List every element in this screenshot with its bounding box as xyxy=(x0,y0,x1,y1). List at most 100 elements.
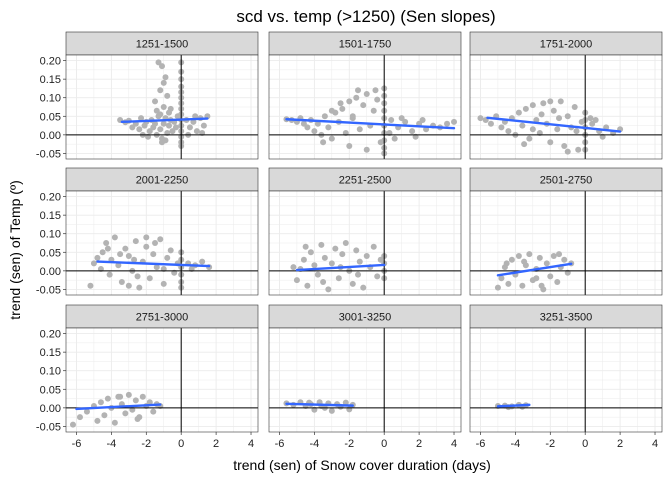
x-tick-label: 2 xyxy=(617,438,623,450)
data-point xyxy=(342,399,349,406)
sen-slope-line xyxy=(75,403,162,411)
data-point xyxy=(360,102,367,109)
facet-panel: 3251-3500 xyxy=(469,304,663,433)
data-point xyxy=(314,120,321,127)
y-tick-label: 0.10 xyxy=(40,366,61,378)
x-axis: -6 -4 -2 0 2 4 -6 -4 -2 0 2 4 -6 -4 -2 0 2 4 xyxy=(72,432,658,450)
data-point xyxy=(104,395,111,402)
y-tick-label: 0.15 xyxy=(40,347,61,359)
data-point xyxy=(122,245,129,252)
data-point xyxy=(314,271,321,278)
data-point xyxy=(304,124,311,131)
data-point xyxy=(157,111,164,118)
data-point xyxy=(346,143,353,149)
data-point xyxy=(547,98,554,105)
x-tick-label: 4 xyxy=(248,438,254,450)
data-point xyxy=(320,139,327,146)
facet-panels: 1251-1500 1501-1750 1751-2000 2001-2250 2251… xyxy=(65,31,663,433)
data-point xyxy=(162,74,169,81)
data-point xyxy=(150,408,157,415)
panel-grid xyxy=(269,328,461,432)
facet-strip-label: 3001-3250 xyxy=(339,312,392,324)
data-point xyxy=(487,120,494,127)
data-point xyxy=(162,137,169,144)
data-point xyxy=(165,122,172,129)
data-point xyxy=(592,117,599,123)
data-point xyxy=(325,124,332,131)
x-tick-label: -2 xyxy=(344,438,354,450)
data-point xyxy=(76,414,83,421)
facet-strip-label: 2251-2500 xyxy=(339,175,392,187)
data-point xyxy=(321,113,328,120)
y-tick-label: 0.15 xyxy=(40,210,61,222)
data-point xyxy=(131,256,138,263)
y-tick-label: 0.15 xyxy=(40,74,61,86)
x-tick-label: -6 xyxy=(275,438,285,450)
data-point xyxy=(543,260,550,267)
facet-panel: 3001-3250 xyxy=(268,304,462,433)
data-point xyxy=(143,234,150,241)
data-point xyxy=(529,126,536,133)
y-tick-label: 0.20 xyxy=(40,56,61,68)
data-point xyxy=(103,240,110,246)
data-point xyxy=(136,126,143,133)
data-point xyxy=(117,393,124,400)
data-point xyxy=(346,98,353,105)
data-point xyxy=(186,124,193,131)
data-point xyxy=(515,109,522,116)
facet-panel: 1751-2000 xyxy=(469,31,663,160)
data-point xyxy=(150,251,157,258)
data-point xyxy=(547,273,554,280)
data-point xyxy=(561,256,568,263)
data-point xyxy=(157,236,164,243)
data-point xyxy=(172,124,179,131)
data-point xyxy=(564,113,571,120)
data-point xyxy=(363,253,370,259)
data-point xyxy=(554,279,561,285)
data-point xyxy=(529,102,536,109)
x-tick-label: 2 xyxy=(213,438,219,450)
data-point xyxy=(143,243,150,250)
data-point xyxy=(328,107,335,114)
x-tick-label: 4 xyxy=(652,438,658,450)
data-point xyxy=(200,122,207,129)
data-point xyxy=(328,260,335,267)
data-point xyxy=(300,256,307,263)
data-point xyxy=(444,120,451,127)
data-point xyxy=(398,115,405,122)
data-point xyxy=(526,135,533,142)
data-point xyxy=(146,275,153,282)
panel-points xyxy=(290,240,388,293)
data-point xyxy=(451,118,458,125)
x-tick-label: 0 xyxy=(381,438,387,450)
data-point xyxy=(355,87,362,94)
data-point xyxy=(519,122,526,129)
data-point xyxy=(164,92,171,99)
data-point xyxy=(505,280,512,287)
data-point xyxy=(533,275,540,282)
x-tick-label: -2 xyxy=(141,438,151,450)
panel-grid xyxy=(269,191,461,295)
data-point xyxy=(97,399,104,406)
panel-border xyxy=(469,327,663,433)
data-point xyxy=(136,284,143,291)
data-point xyxy=(363,146,370,153)
data-point xyxy=(494,284,501,291)
x-tick-label: -6 xyxy=(72,438,82,450)
facet-strip-label: 2001-2250 xyxy=(136,175,189,187)
sen-slope-line xyxy=(96,260,211,268)
data-point xyxy=(118,279,125,285)
data-point xyxy=(372,87,379,94)
data-point xyxy=(190,118,197,125)
x-tick-label: -4 xyxy=(309,438,319,450)
data-point xyxy=(391,135,398,142)
data-point xyxy=(515,253,522,259)
data-point xyxy=(152,98,159,105)
data-point xyxy=(69,421,76,428)
sen-slope-line xyxy=(285,402,354,407)
sen-slope-line xyxy=(295,263,386,272)
facet-strip-label: 1751-2000 xyxy=(540,39,593,51)
data-point xyxy=(519,282,526,289)
data-point xyxy=(115,262,122,269)
facet-panel: 2001-2250 xyxy=(65,167,259,296)
